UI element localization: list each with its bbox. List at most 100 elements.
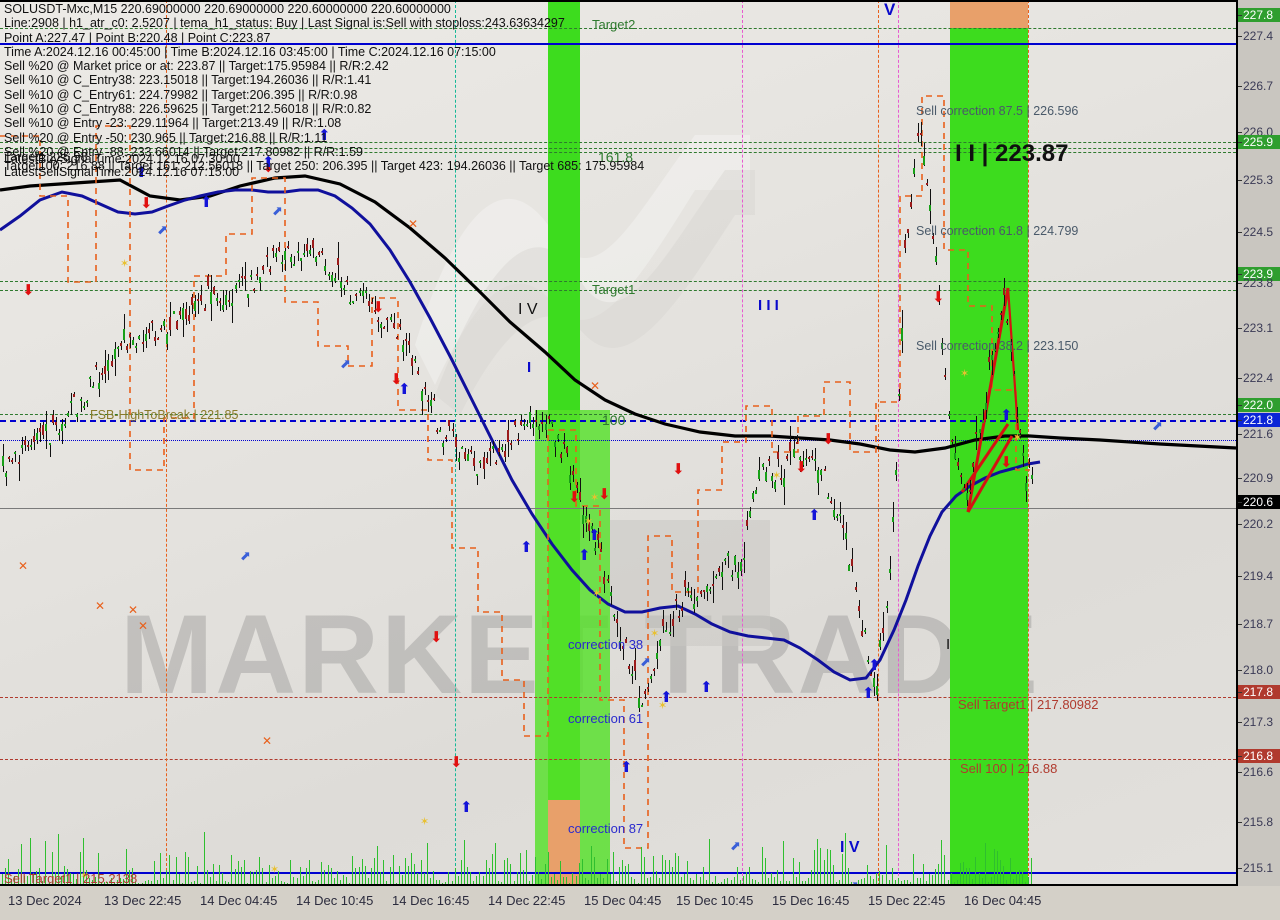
candle-body	[687, 588, 690, 591]
candle-wick	[892, 502, 894, 532]
volume-bar	[448, 871, 450, 886]
time-axis[interactable]: 13 Dec 2024 13 Dec 22:45 14 Dec 04:45 14 De…	[0, 886, 1280, 920]
candle-body	[907, 229, 910, 234]
volume-bar	[70, 873, 72, 886]
volume-bar	[789, 881, 791, 886]
candle-body	[473, 458, 476, 466]
time-tick: 14 Dec 04:45	[200, 893, 278, 908]
volume-bar	[23, 875, 25, 886]
candle-body	[1018, 429, 1021, 433]
volume-bar	[541, 879, 543, 886]
price-tick-226-7: 226.7	[1243, 79, 1274, 93]
volume-bar	[975, 856, 977, 886]
volume-bar	[755, 880, 757, 886]
chart-plot-area[interactable]: MARKET TRADE	[0, 0, 1236, 886]
price-tick-222-0: 222.0	[1238, 398, 1280, 412]
volume-bar	[839, 880, 840, 886]
volume-bar	[107, 882, 109, 886]
candle-body	[628, 666, 631, 669]
volume-bar	[622, 860, 623, 886]
volume-bar	[370, 867, 372, 886]
volume-bar	[671, 867, 673, 886]
candle-wick	[393, 312, 395, 329]
volume-bar	[150, 881, 152, 886]
candle-wick	[477, 473, 479, 485]
volume-bar	[854, 882, 856, 886]
candle-body	[318, 251, 321, 255]
candle-body	[222, 304, 225, 311]
candle-body	[281, 261, 283, 264]
candle-wick	[433, 394, 435, 401]
candle-wick	[313, 237, 314, 258]
candle-wick	[926, 178, 928, 187]
candle-body	[116, 346, 119, 349]
candle-body	[392, 323, 395, 328]
candle-body	[54, 421, 57, 426]
volume-bar	[550, 877, 552, 886]
volume-bar	[522, 870, 524, 886]
candle-body	[618, 640, 621, 644]
volume-bar	[392, 854, 394, 886]
candle-body	[715, 576, 717, 579]
candle-body	[513, 421, 516, 425]
volume-bar	[274, 875, 276, 886]
star-marker: ✶	[270, 863, 280, 876]
candle-body	[501, 447, 504, 451]
candle-body	[755, 490, 758, 494]
candle-wick	[427, 395, 429, 413]
candle-wick	[350, 295, 352, 305]
volume-bar	[947, 880, 949, 886]
candle-body	[408, 341, 411, 346]
volume-bar	[389, 867, 391, 886]
candle-body	[786, 456, 789, 460]
price-tickmark	[1238, 328, 1242, 329]
candle-wick	[601, 542, 603, 552]
candle-body	[8, 457, 11, 460]
volume-bar	[432, 870, 434, 886]
volume-bar	[904, 880, 906, 886]
volume-bar	[600, 873, 602, 886]
volume-bar	[82, 837, 84, 886]
candle-wick	[883, 612, 885, 641]
volume-bar	[1006, 880, 1008, 886]
volume-bar	[250, 871, 251, 886]
candle-body	[153, 336, 156, 342]
session-separator-6	[1028, 0, 1029, 886]
candle-body	[848, 564, 851, 571]
candle-body	[64, 423, 66, 427]
candle-wick	[694, 588, 696, 613]
candle-body	[194, 301, 197, 312]
star-marker: ✶	[772, 469, 782, 482]
volume-bar	[888, 880, 890, 886]
volume-bar	[8, 859, 10, 886]
chart-label-7: I V	[518, 301, 538, 318]
candle-body	[721, 571, 724, 577]
volume-bar	[45, 841, 47, 886]
volume-bar	[290, 859, 292, 886]
volume-bar	[113, 882, 115, 886]
buy-arrow-marker: ⬆	[135, 163, 148, 181]
candle-body	[529, 412, 531, 424]
candle-wick	[960, 473, 962, 485]
candle-body	[749, 510, 752, 518]
volume-bar	[811, 870, 813, 886]
candle-body	[773, 482, 776, 489]
time-tick: 15 Dec 10:45	[676, 893, 754, 908]
candle-body	[519, 421, 522, 426]
candle-wick	[781, 465, 783, 485]
candle-body	[808, 457, 810, 460]
volume-bar	[451, 880, 453, 886]
candle-wick	[861, 620, 863, 637]
candle-body	[684, 580, 686, 587]
candle-wick	[247, 293, 249, 308]
price-axis[interactable]: 227.8 227.4 226.7 226.0 225.9 225.3 224.5 223.9…	[1236, 0, 1280, 886]
candle-wick	[489, 441, 491, 467]
candle-body	[932, 235, 934, 240]
volume-bar	[808, 878, 809, 886]
volume-bar	[876, 872, 878, 886]
candle-body	[333, 278, 336, 281]
candle-body	[494, 461, 497, 464]
volume-bar	[587, 879, 589, 886]
candle-wick	[61, 419, 63, 444]
